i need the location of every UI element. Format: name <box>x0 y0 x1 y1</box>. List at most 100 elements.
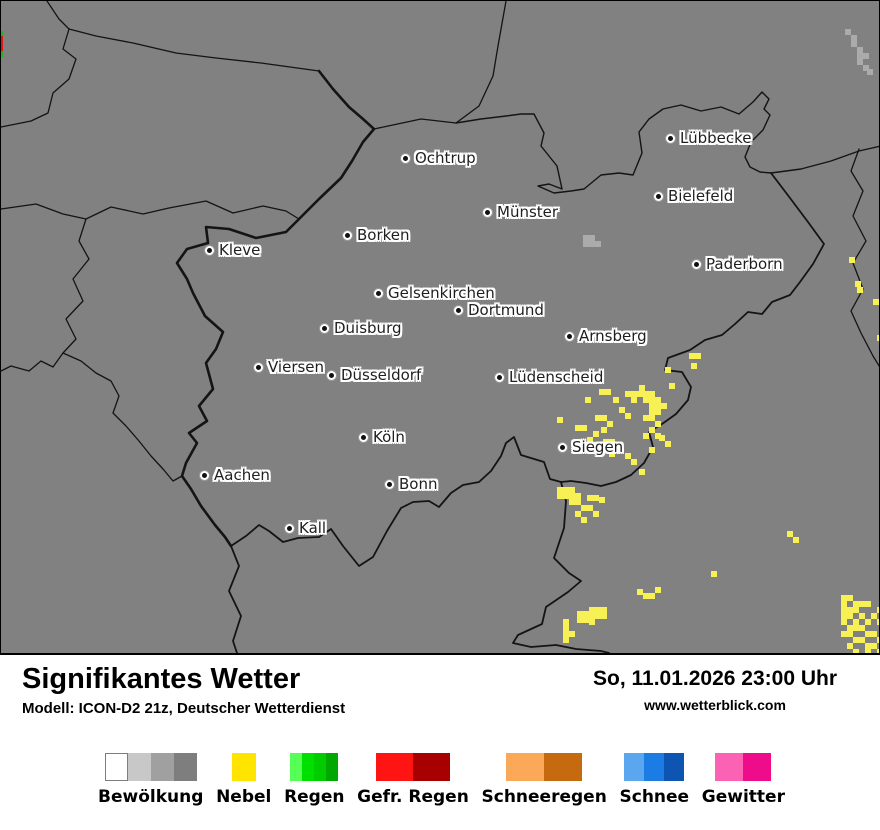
fog-cell <box>569 499 575 505</box>
city-marker: Kleve <box>205 241 260 259</box>
legend-label: Schneeregen <box>481 787 607 807</box>
city-label: Aachen <box>214 466 270 484</box>
legend-color-cell <box>412 753 450 781</box>
fog-cell <box>847 595 853 601</box>
city-label: Paderborn <box>706 255 783 273</box>
fog-cell <box>625 413 631 419</box>
city-label: Viersen <box>268 358 325 376</box>
fog-cell <box>593 495 599 501</box>
cloud-cell <box>857 47 863 53</box>
fog-cell <box>847 607 853 613</box>
fog-cell <box>661 403 667 409</box>
fog-cell <box>669 383 675 389</box>
cloud-cell <box>863 65 869 71</box>
fog-cell <box>643 415 649 421</box>
fog-cell <box>649 415 655 421</box>
fog-cell <box>793 537 799 543</box>
legend-color-cell <box>715 753 744 781</box>
map-borders <box>1 1 879 653</box>
legend-color-cell <box>290 753 303 781</box>
fog-cell <box>865 631 871 637</box>
city-dot-icon <box>327 370 336 380</box>
legend-color-cell <box>664 753 685 781</box>
fog-cell <box>577 611 583 617</box>
fog-cell <box>655 403 661 409</box>
cloud-cell <box>583 235 589 241</box>
fog-cell <box>589 445 595 451</box>
legend-color-cell <box>644 753 665 781</box>
legend-color-cell <box>624 753 645 781</box>
fog-cell <box>601 607 607 613</box>
city-marker: Dortmund <box>454 301 544 319</box>
legend-group: Nebel <box>216 753 271 807</box>
fog-cell <box>865 649 871 653</box>
cloud-cell <box>857 53 863 59</box>
fog-cell <box>649 447 655 453</box>
city-label: Bonn <box>399 475 438 493</box>
forecast-datetime: So, 11.01.2026 23:00 Uhr <box>593 667 837 690</box>
fog-cell <box>585 397 591 403</box>
fog-cell <box>563 493 569 499</box>
city-dot-icon <box>483 207 492 217</box>
fog-cell <box>595 415 601 421</box>
fog-cell <box>581 505 587 511</box>
city-marker: Münster <box>483 203 558 221</box>
city-marker: Paderborn <box>692 255 783 273</box>
fog-cell <box>873 299 879 305</box>
legend-group: Bewölkung <box>98 753 203 807</box>
fog-cell <box>583 617 589 623</box>
city-label: Duisburg <box>334 319 402 337</box>
fog-cell <box>631 397 637 403</box>
weather-legend: Bewölkung Nebel Regen Gefr. Regen Schneerege… <box>0 745 880 830</box>
page-title: Signifikantes Wetter <box>22 663 301 695</box>
city-dot-icon <box>495 372 504 382</box>
fog-cell <box>871 613 877 619</box>
city-label: Bielefeld <box>668 187 734 205</box>
city-label: Kall <box>299 519 327 537</box>
website-label: www.wetterblick.com <box>644 697 786 713</box>
legend-label: Bewölkung <box>98 787 204 807</box>
legend-group: Schneeregen <box>482 753 607 807</box>
fog-cell <box>853 625 859 631</box>
fog-cell <box>587 505 593 511</box>
legend-label: Gefr. Regen <box>357 787 469 807</box>
city-dot-icon <box>401 153 410 163</box>
fog-cell <box>871 631 877 637</box>
city-marker: Bielefeld <box>654 187 733 205</box>
legend-label: Gewitter <box>701 787 785 807</box>
fog-cell <box>569 631 575 637</box>
fog-cell <box>689 353 695 359</box>
legend-group: Regen <box>284 753 344 807</box>
fog-cell <box>577 617 583 623</box>
fog-cell <box>865 643 871 649</box>
legend-color-cell <box>150 753 174 781</box>
city-label: Siegen <box>572 438 624 456</box>
legend-swatches <box>375 753 450 781</box>
city-marker: Köln <box>359 428 405 446</box>
city-label: Kleve <box>219 241 261 259</box>
legend-swatches <box>506 753 583 781</box>
fog-cell <box>655 421 661 427</box>
fog-cell <box>859 625 865 631</box>
fog-cell <box>643 397 649 403</box>
fog-cell <box>853 637 859 643</box>
cloud-cell <box>867 69 873 75</box>
legend-swatches <box>104 753 197 781</box>
fog-cell <box>665 441 671 447</box>
cloud-cell <box>589 241 595 247</box>
fog-cell <box>569 493 575 499</box>
legend-color-cell <box>743 753 772 781</box>
city-dot-icon <box>558 442 567 452</box>
legend-color-cell <box>127 753 151 781</box>
legend-label: Regen <box>284 787 345 807</box>
fog-cell <box>859 601 865 607</box>
fog-cell <box>649 397 655 403</box>
fog-cell <box>655 409 661 415</box>
city-dot-icon <box>254 362 263 372</box>
fog-cell <box>587 495 593 501</box>
fog-cell <box>877 637 879 643</box>
city-dot-icon <box>666 133 675 143</box>
fog-cell <box>625 453 631 459</box>
city-dot-icon <box>454 305 463 315</box>
fog-cell <box>655 587 661 593</box>
